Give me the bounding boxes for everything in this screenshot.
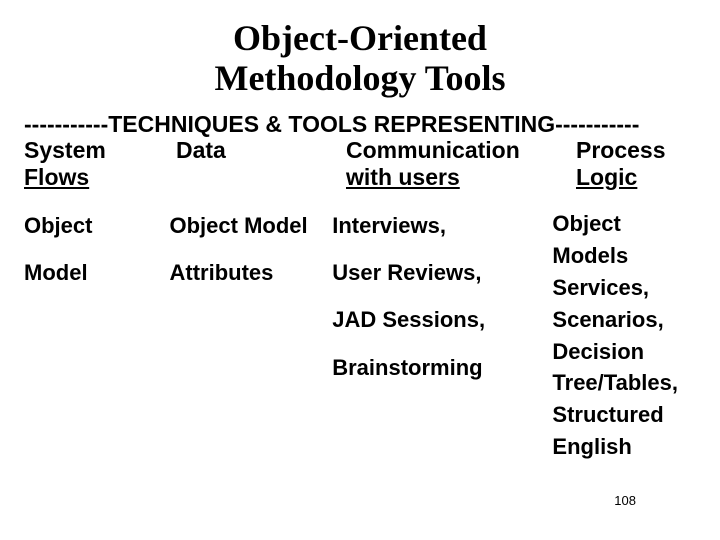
title-line-1: Object-Oriented [233, 18, 487, 58]
col-communication: Interviews, User Reviews, JAD Sessions, … [332, 208, 552, 463]
header-with-users: with users [346, 164, 576, 190]
column-headers-row1: System Data Communication Process [24, 137, 696, 163]
col-process-logic: Object Models Services, Scenarios, Decis… [552, 208, 696, 463]
col-system-flows: Object Model [24, 208, 170, 463]
page-number: 108 [614, 493, 636, 508]
cell: Tree/Tables, [552, 367, 696, 399]
cell: Decision [552, 336, 696, 368]
spacer [332, 290, 552, 302]
cell: Interviews, [332, 208, 552, 243]
slide: Object-Oriented Methodology Tools ------… [0, 0, 720, 540]
spacer [24, 243, 170, 255]
spacer [170, 243, 333, 255]
spacer [332, 338, 552, 350]
cell: Object [24, 208, 170, 243]
spacer [332, 243, 552, 255]
cell: Object [552, 208, 696, 240]
cell: Services, [552, 272, 696, 304]
cell: Models [552, 240, 696, 272]
header-system: System [24, 137, 176, 163]
cell: Scenarios, [552, 304, 696, 336]
title-line-2: Methodology Tools [214, 58, 505, 98]
cell: Model [24, 255, 170, 290]
cell: Structured [552, 399, 696, 431]
slide-title: Object-Oriented Methodology Tools [24, 18, 696, 99]
header-communication: Communication [346, 137, 576, 163]
header-data: Data [176, 137, 346, 163]
cell: Object Model [170, 208, 333, 243]
header-logic: Logic [576, 164, 694, 190]
body-columns: Object Model Object Model Attributes Int… [24, 208, 696, 463]
cell: English [552, 431, 696, 463]
cell: Attributes [170, 255, 333, 290]
col-data: Object Model Attributes [170, 208, 333, 463]
cell: User Reviews, [332, 255, 552, 290]
header-process: Process [576, 137, 694, 163]
section-banner: -----------TECHNIQUES & TOOLS REPRESENTI… [24, 111, 696, 137]
cell: Brainstorming [332, 350, 552, 385]
header-flows: Flows [24, 164, 176, 190]
column-headers-row2: Flows with users Logic [24, 164, 696, 190]
header-data-line2 [176, 164, 346, 190]
cell: JAD Sessions, [332, 302, 552, 337]
